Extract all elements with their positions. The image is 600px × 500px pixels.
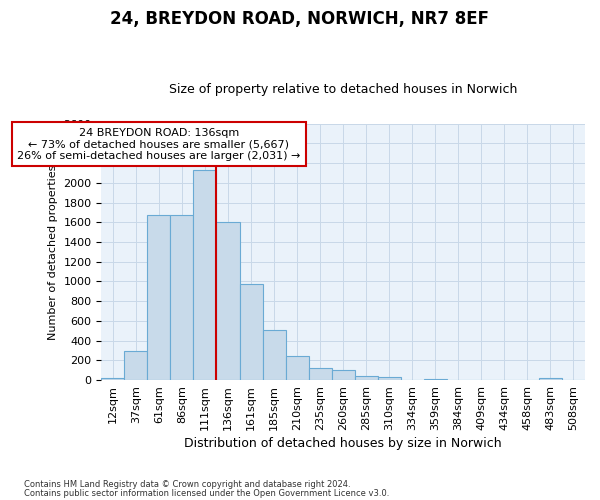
Bar: [148, 216, 170, 380]
Bar: [308, 368, 332, 380]
Bar: [170, 216, 193, 380]
Bar: [263, 330, 286, 380]
Bar: [193, 170, 217, 380]
Y-axis label: Number of detached properties: Number of detached properties: [48, 164, 58, 340]
Text: Contains public sector information licensed under the Open Government Licence v3: Contains public sector information licen…: [24, 489, 389, 498]
Text: 24 BREYDON ROAD: 136sqm
← 73% of detached houses are smaller (5,667)
26% of semi: 24 BREYDON ROAD: 136sqm ← 73% of detache…: [17, 128, 301, 160]
Bar: [286, 356, 308, 380]
Bar: [355, 376, 378, 380]
Bar: [239, 284, 263, 380]
Title: Size of property relative to detached houses in Norwich: Size of property relative to detached ho…: [169, 83, 517, 96]
Bar: [539, 378, 562, 380]
Bar: [332, 370, 355, 380]
Text: Contains HM Land Registry data © Crown copyright and database right 2024.: Contains HM Land Registry data © Crown c…: [24, 480, 350, 489]
Bar: [101, 378, 124, 380]
Bar: [424, 378, 447, 380]
X-axis label: Distribution of detached houses by size in Norwich: Distribution of detached houses by size …: [184, 437, 502, 450]
Bar: [124, 350, 148, 380]
Bar: [217, 222, 239, 380]
Text: 24, BREYDON ROAD, NORWICH, NR7 8EF: 24, BREYDON ROAD, NORWICH, NR7 8EF: [110, 10, 490, 28]
Bar: [378, 377, 401, 380]
